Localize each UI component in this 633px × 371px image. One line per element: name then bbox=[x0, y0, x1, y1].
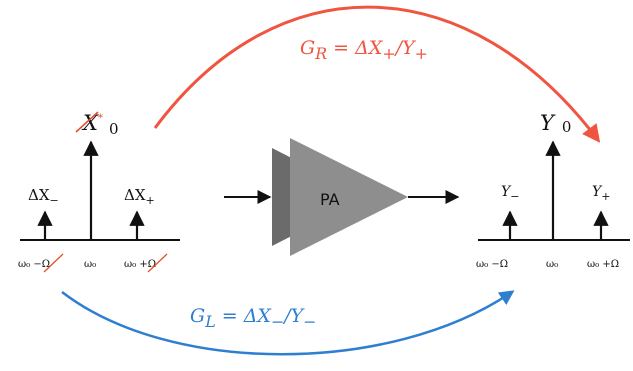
amp-front-triangle bbox=[290, 138, 408, 256]
output-lower-label: Y− bbox=[501, 184, 519, 203]
input-freq-upper-strike bbox=[147, 253, 168, 273]
output-freq-center: ω₀ bbox=[546, 259, 558, 270]
input-upper-label: ΔX+ bbox=[124, 186, 155, 207]
gain-right-label: GR = ΔX+/Y+ bbox=[300, 37, 428, 63]
input-spectrum: X*0 ΔX− ΔX+ ω₀ −Ω ω₀ ω₀ +Ω bbox=[18, 111, 180, 273]
gain-right-label-box: GR = ΔX+/Y+ bbox=[300, 37, 428, 63]
input-freq-center: ω₀ bbox=[84, 259, 96, 270]
amp-label: PA bbox=[320, 190, 340, 209]
output-upper-label: Y+ bbox=[592, 184, 610, 203]
input-freq-lower-strike bbox=[43, 253, 64, 273]
gain-left-label-box: GL = ΔX−/Y− bbox=[190, 305, 317, 331]
gain-left-arc bbox=[61, 290, 515, 356]
input-center-strike bbox=[75, 111, 99, 133]
input-center-label: X*0 bbox=[81, 111, 119, 138]
output-freq-lower: ω₀ −Ω bbox=[476, 259, 508, 270]
input-freq-lower: ω₀ −Ω bbox=[18, 259, 50, 270]
power-amplifier: PA bbox=[224, 138, 460, 256]
gain-left-label: GL = ΔX−/Y− bbox=[190, 305, 317, 331]
output-freq-upper: ω₀ +Ω bbox=[587, 259, 619, 270]
input-lower-label: ΔX− bbox=[28, 186, 59, 207]
input-freq-upper: ω₀ +Ω bbox=[124, 259, 156, 270]
gain-right-arc bbox=[153, 5, 601, 143]
